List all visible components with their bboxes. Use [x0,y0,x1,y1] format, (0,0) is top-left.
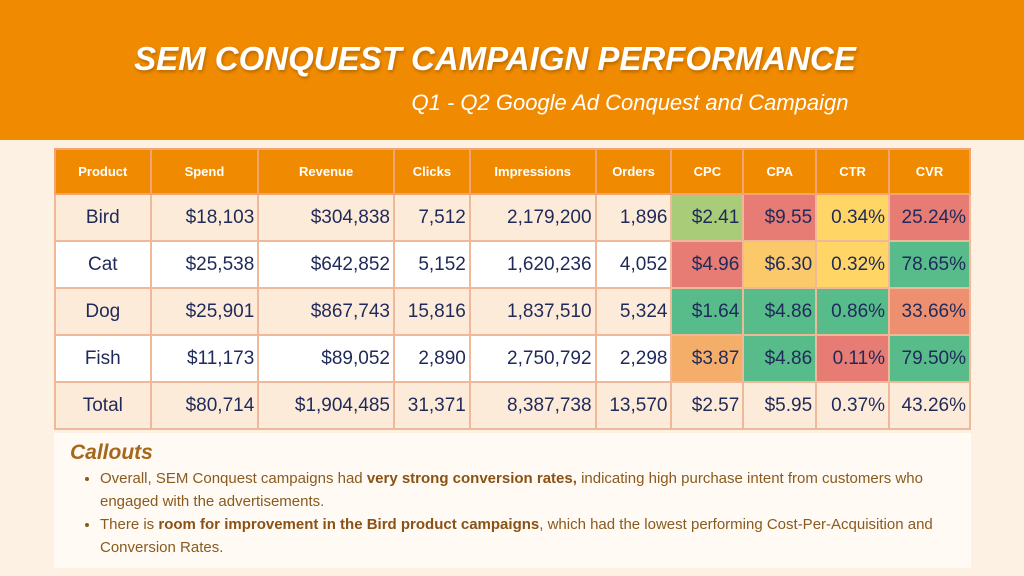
callout-item: Overall, SEM Conquest campaigns had very… [100,467,955,513]
column-header-revenue: Revenue [257,148,395,195]
cell-clicks: 2,890 [392,334,471,383]
cell-spend: $11,173 [149,334,260,383]
cell-cvr: 78.65% [888,240,971,289]
cell-spend: $18,103 [149,193,260,242]
cell-product: Fish [54,334,152,383]
page-subtitle: Q1 - Q2 Google Ad Conquest and Campaign [411,90,849,115]
column-header-impressions: Impressions [468,148,597,195]
table-row: Bird $18,103 $304,838 7,512 2,179,200 1,896 $2… [54,193,971,242]
cell-cpc: $3.87 [670,334,745,383]
cell-cpc: $2.41 [670,193,745,242]
cell-ctr: 0.32% [815,240,891,289]
callout-text: indicating high purchase intent from cus… [100,470,923,510]
cell-cvr: 43.26% [888,381,971,430]
cell-impressions: 1,620,236 [468,240,597,289]
column-header-ctr: CTR [815,148,891,195]
column-header-cvr: CVR [888,148,971,195]
table-row: Fish $11,173 $89,052 2,890 2,750,792 2,298 $3.… [54,334,971,383]
cell-product: Cat [54,240,152,289]
cell-product: Total [54,381,152,430]
cell-cvr: 79.50% [888,334,971,383]
cell-clicks: 5,152 [392,240,471,289]
cell-revenue: $867,743 [257,287,395,336]
cell-cpc: $4.96 [670,240,745,289]
cell-orders: 2,298 [594,334,673,383]
callout-text: Overall, SEM Conquest campaigns had [100,470,367,487]
table-header-row: Product Spend Revenue Clicks Impressions Orde… [54,148,971,195]
cell-orders: 13,570 [594,381,673,430]
column-header-product: Product [54,148,152,195]
total-row: Total $80,714 $1,904,485 31,371 8,387,738 13,… [54,381,971,430]
callout-bold: room for improvement in the Bird product… [158,516,540,533]
cell-impressions: 2,750,792 [468,334,597,383]
cell-product: Dog [54,287,152,336]
cell-product: Bird [54,193,152,242]
cell-ctr: 0.37% [815,381,891,430]
column-header-spend: Spend [149,148,260,195]
cell-ctr: 0.34% [815,193,891,242]
header-banner: SEM CONQUEST CAMPAIGN PERFORMANCE Q1 - Q… [0,0,1024,140]
cell-orders: 5,324 [594,287,673,336]
cell-clicks: 31,371 [392,381,471,430]
callout-bold: very strong conversion rates, [366,470,577,487]
cell-spend: $80,714 [149,381,260,430]
table-row: Cat $25,538 $642,852 5,152 1,620,236 4,052 $4.… [54,240,971,289]
cell-ctr: 0.11% [815,334,891,383]
callouts-panel: Callouts Overall, SEM Conquest campaigns… [54,433,971,568]
callout-item: There is room for improvement in the Bir… [100,513,955,559]
cell-revenue: $1,904,485 [257,381,395,430]
cell-cpa: $9.55 [742,193,818,242]
cell-orders: 1,896 [594,193,673,242]
cell-cvr: 33.66% [888,287,971,336]
column-header-orders: Orders [594,148,673,195]
cell-ctr: 0.86% [815,287,891,336]
cell-clicks: 15,816 [392,287,471,336]
cell-impressions: 8,387,738 [468,381,597,430]
callouts-heading: Callouts [70,441,153,464]
cell-orders: 4,052 [594,240,673,289]
cell-impressions: 1,837,510 [468,287,597,336]
performance-table: Product Spend Revenue Clicks Impressions Orde… [54,148,971,430]
cell-cpa: $4.86 [742,287,818,336]
callouts-list: Overall, SEM Conquest campaigns had very… [100,467,955,559]
cell-clicks: 7,512 [392,193,471,242]
column-header-cpa: CPA [742,148,818,195]
cell-revenue: $89,052 [257,334,395,383]
cell-impressions: 2,179,200 [468,193,597,242]
page-title: SEM CONQUEST CAMPAIGN PERFORMANCE [134,40,856,77]
cell-cvr: 25.24% [888,193,971,242]
callout-text: There is [100,516,159,533]
cell-spend: $25,901 [149,287,260,336]
cell-cpa: $4.86 [742,334,818,383]
cell-cpa: $5.95 [742,381,818,430]
table-row: Dog $25,901 $867,743 15,816 1,837,510 5,324 $1… [54,287,971,336]
cell-cpa: $6.30 [742,240,818,289]
cell-revenue: $642,852 [257,240,395,289]
callout-text: , which had the lowest performing Cost-P… [100,516,933,556]
cell-cpc: $2.57 [670,381,745,430]
cell-cpc: $1.64 [670,287,745,336]
column-header-cpc: CPC [670,148,745,195]
column-header-clicks: Clicks [392,148,471,195]
cell-spend: $25,538 [149,240,260,289]
cell-revenue: $304,838 [257,193,395,242]
